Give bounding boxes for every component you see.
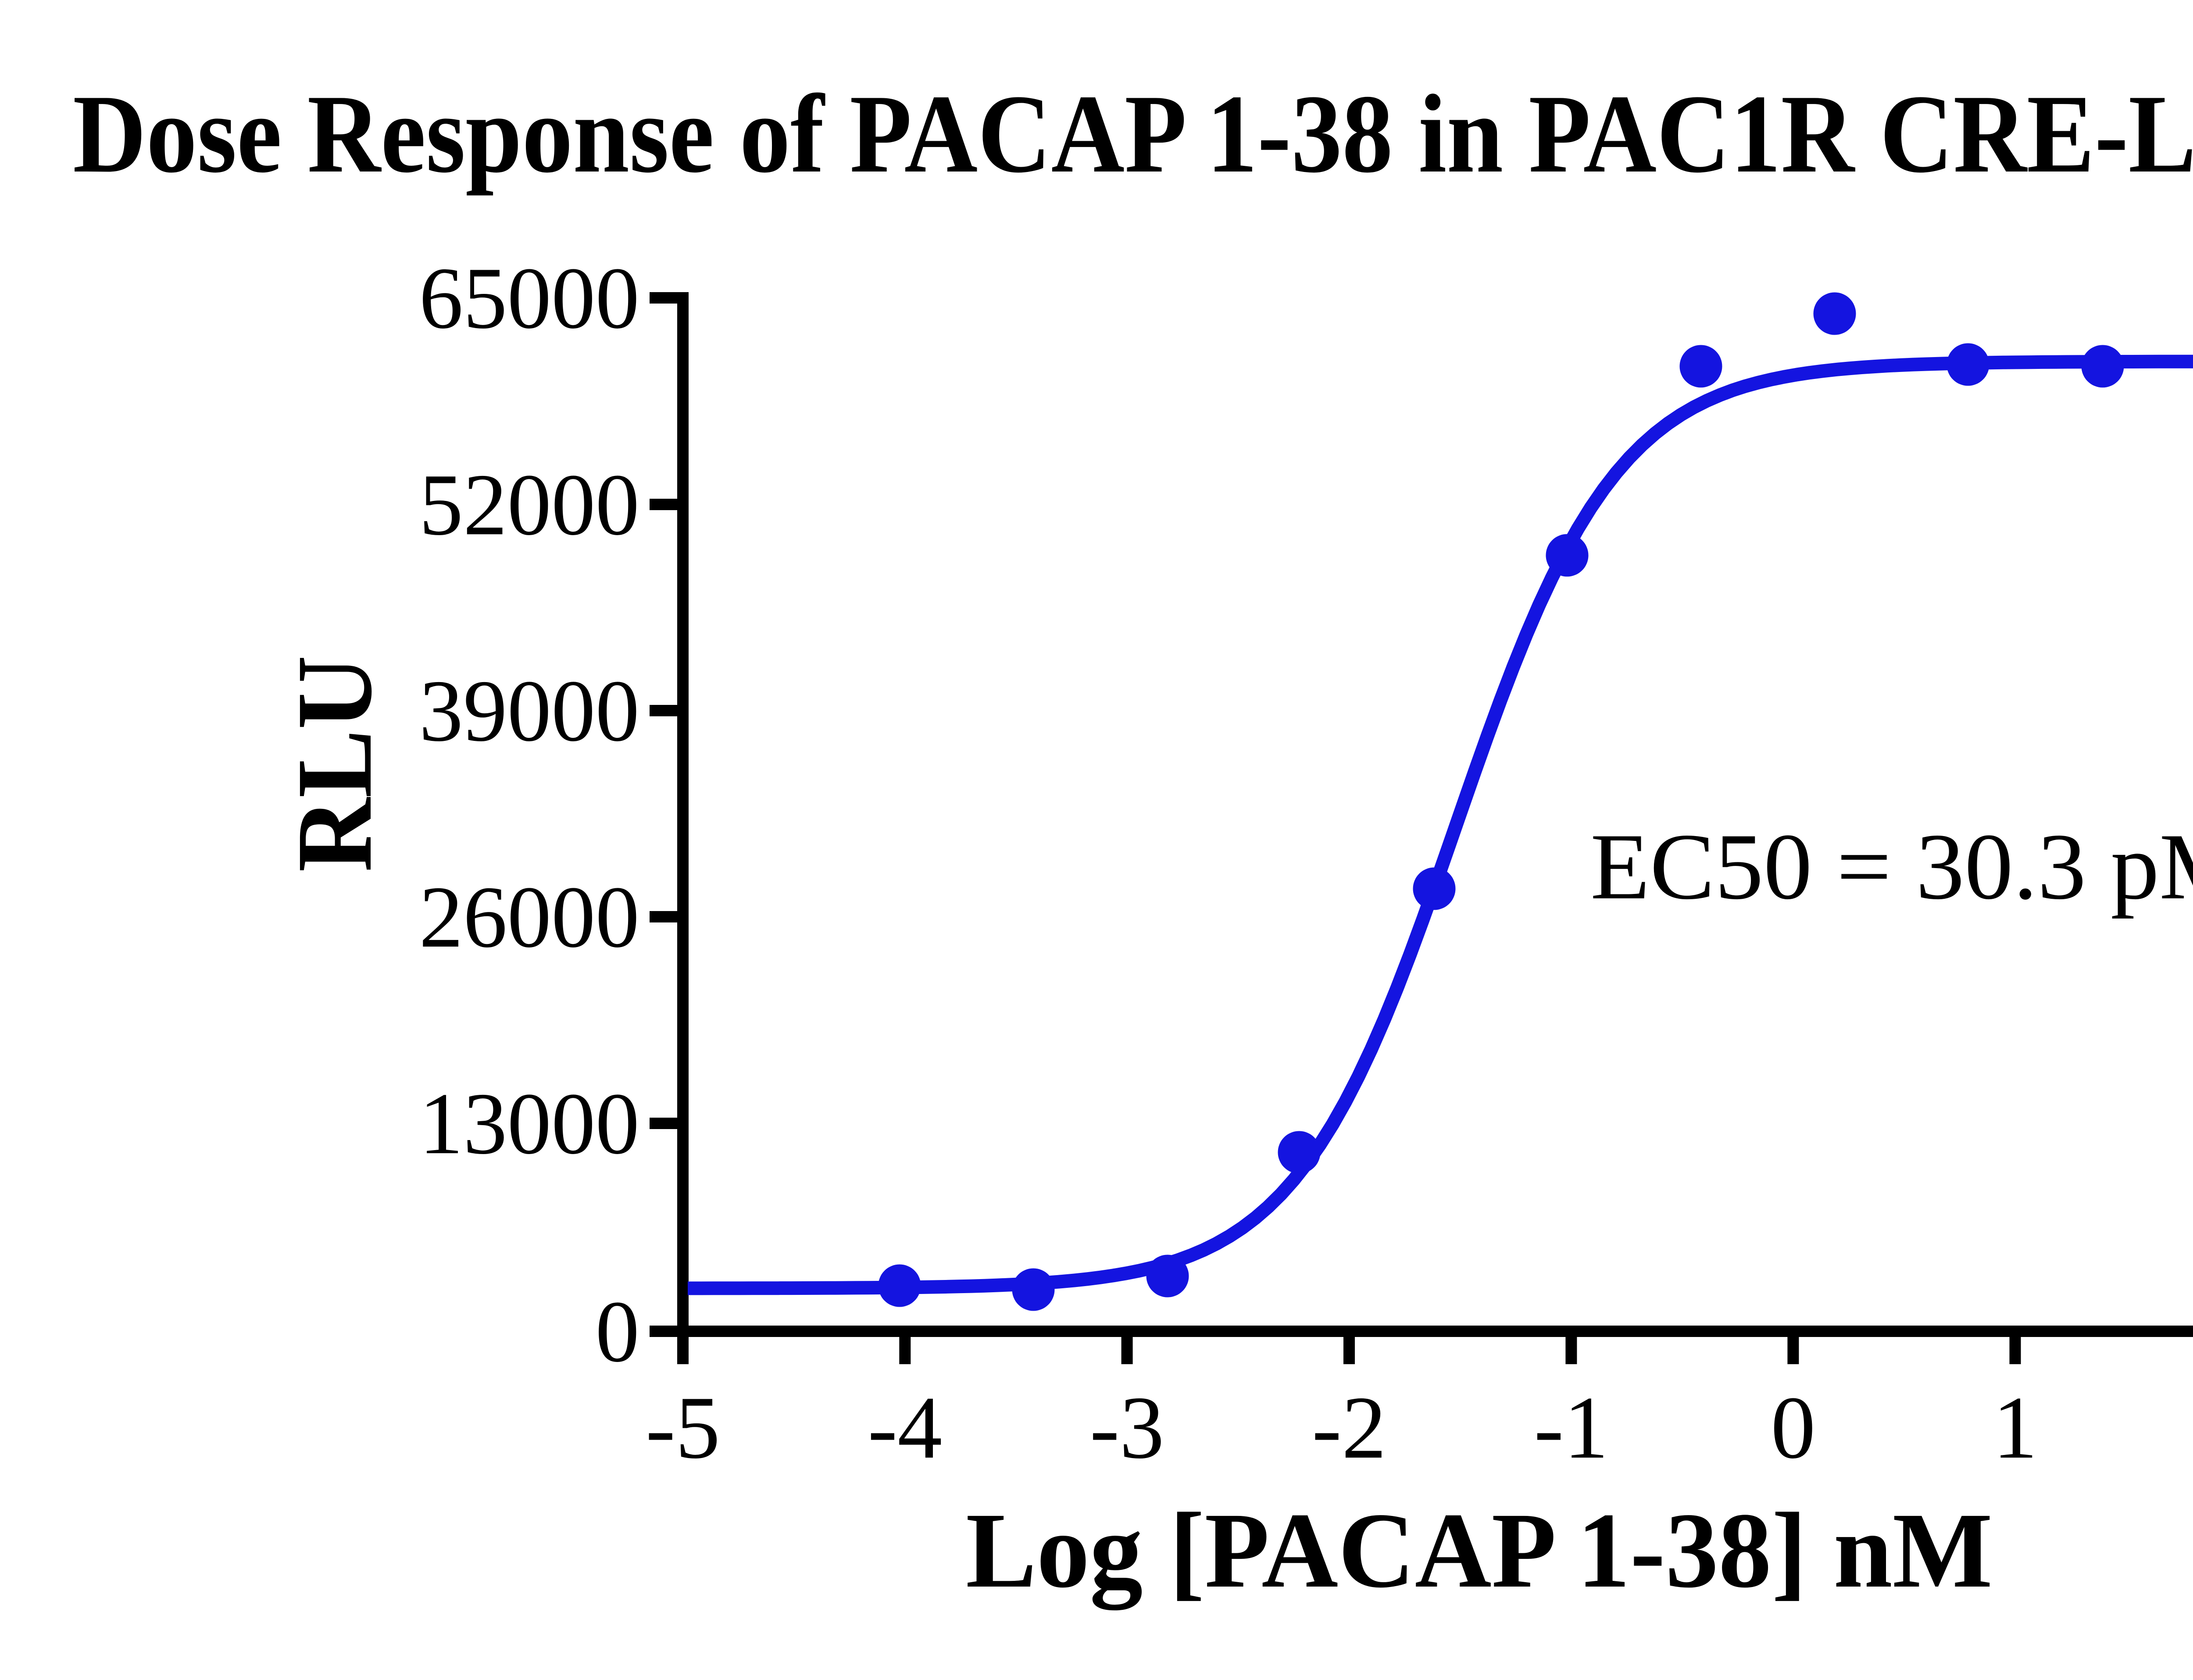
svg-text:13000: 13000 [419, 1075, 640, 1172]
svg-text:1: 1 [1993, 1378, 2038, 1477]
svg-text:39000: 39000 [419, 662, 640, 760]
svg-text:-5: -5 [646, 1378, 720, 1477]
svg-text:26000: 26000 [419, 869, 640, 966]
svg-text:-4: -4 [868, 1378, 942, 1477]
svg-text:-3: -3 [1090, 1378, 1164, 1477]
svg-text:Log [PACAP 1-38] nM: Log [PACAP 1-38] nM [966, 1491, 1993, 1610]
svg-text:Dose Response of PACAP 1-38 in: Dose Response of PACAP 1-38 in PAC1R CRE… [73, 71, 2193, 196]
svg-text:0: 0 [596, 1283, 640, 1380]
svg-text:52000: 52000 [419, 456, 640, 554]
svg-text:0: 0 [1771, 1378, 1815, 1477]
svg-text:-1: -1 [1534, 1378, 1608, 1477]
svg-text:-2: -2 [1312, 1378, 1386, 1477]
svg-text:65000: 65000 [419, 250, 640, 347]
svg-text:RLU: RLU [275, 655, 394, 872]
svg-text:EC50 = 30.3 pM: EC50 = 30.3 pM [1590, 815, 2193, 919]
